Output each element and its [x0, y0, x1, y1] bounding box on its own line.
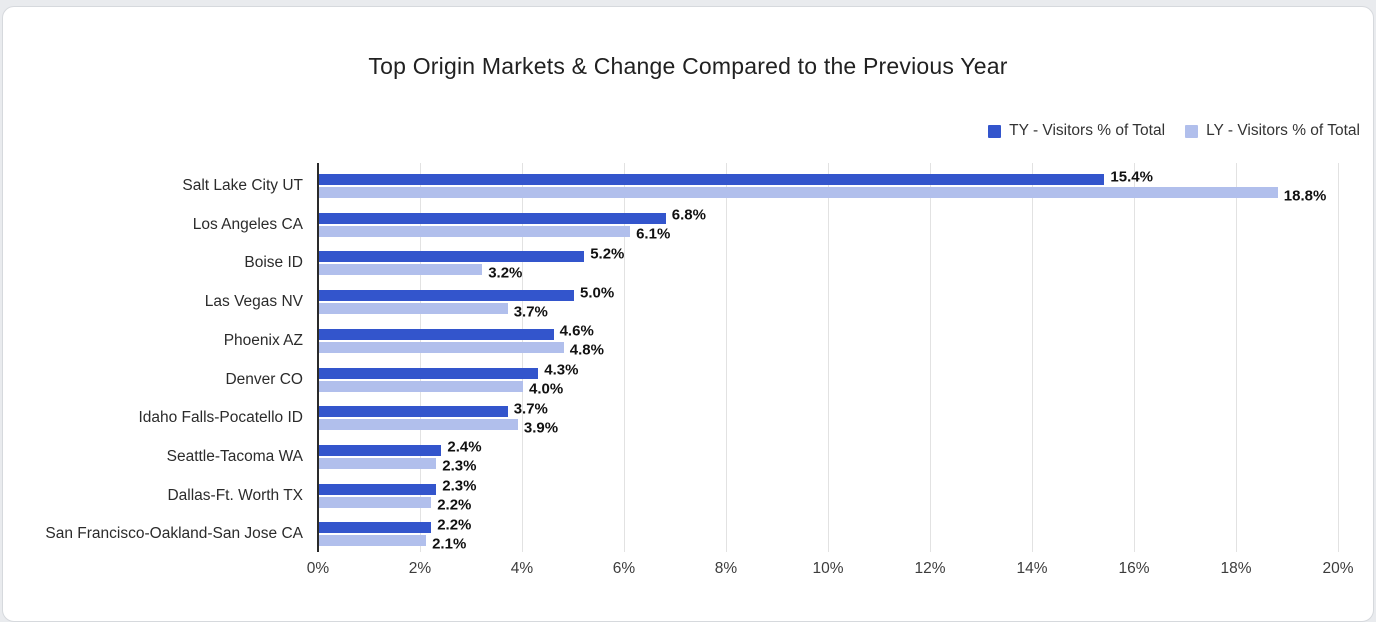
- legend-label: TY - Visitors % of Total: [1009, 122, 1166, 139]
- ty-bar-2[interactable]: [319, 212, 666, 224]
- gridline: [828, 163, 829, 552]
- category-label: Salt Lake City UT: [182, 177, 303, 194]
- value-label: 4.0%: [529, 380, 564, 398]
- category-label: Phoenix AZ: [223, 331, 303, 349]
- ty-bar-9[interactable]: [319, 483, 437, 495]
- x-axis-tick-label: 14%: [1016, 560, 1048, 577]
- x-axis-tick-label: 10%: [812, 560, 844, 577]
- ly-bar-5[interactable]: [319, 341, 564, 353]
- category-label: Boise ID: [244, 254, 303, 272]
- value-label: 2.3%: [442, 457, 477, 475]
- value-label: 6.1%: [636, 225, 671, 243]
- ly-bar-6[interactable]: [319, 380, 523, 392]
- ly-bar-10[interactable]: [319, 535, 427, 547]
- y-axis-line: [317, 163, 319, 552]
- chart-title: Top Origin Markets & Change Compared to …: [368, 53, 1008, 79]
- ly-bar-4[interactable]: [319, 303, 508, 315]
- gridline: [1338, 163, 1339, 552]
- value-label: 4.6%: [559, 322, 594, 340]
- x-axis-tick-label: 6%: [612, 560, 636, 577]
- x-axis-tick-label: 2%: [408, 560, 432, 577]
- value-label: 6.8%: [671, 206, 706, 224]
- ty-bar-7[interactable]: [319, 406, 508, 418]
- bar-chart-plot-area: 0% 2% 4% 6% 8% 10% 12% 14% 16% 18% 20% Salt Lake Ci…: [45, 163, 1354, 577]
- ty-bar-4[interactable]: [319, 290, 574, 302]
- gridline: [522, 163, 523, 552]
- x-axis-tick-label: 18%: [1220, 560, 1252, 577]
- category-label: Los Angeles CA: [192, 215, 303, 233]
- value-label: 5.2%: [590, 245, 625, 263]
- legend-item-ty[interactable]: TY - Visitors % of Total: [988, 122, 1165, 140]
- value-label: 4.3%: [544, 361, 579, 379]
- ly-bar-1[interactable]: [319, 187, 1278, 198]
- ly-bar-2[interactable]: [319, 225, 631, 237]
- category-label: Dallas-Ft. Worth TX: [167, 486, 303, 504]
- value-label: 4.8%: [569, 341, 604, 359]
- value-label: 3.7%: [513, 303, 548, 321]
- category-label: Idaho Falls-Pocatello ID: [138, 409, 303, 427]
- value-label: 5.0%: [580, 284, 615, 302]
- value-label: 2.3%: [442, 477, 477, 495]
- gridline: [1032, 163, 1033, 552]
- legend: TY - Visitors % of Total LY - Visitors % …: [988, 122, 1360, 140]
- x-axis-tick-label: 8%: [714, 560, 738, 577]
- value-label: 2.2%: [437, 496, 472, 514]
- gridline: [624, 163, 625, 552]
- category-label: Seattle-Tacoma WA: [166, 447, 303, 465]
- value-label: 18.8%: [1283, 187, 1327, 204]
- legend-label: LY - Visitors % of Total: [1206, 122, 1360, 139]
- gridline: [1236, 163, 1237, 552]
- gridline: [726, 163, 727, 552]
- gridline: [1134, 163, 1135, 552]
- ty-bar-5[interactable]: [319, 328, 554, 340]
- gridline: [930, 163, 931, 552]
- value-label: 3.2%: [488, 264, 523, 282]
- ty-bar-8[interactable]: [319, 444, 442, 456]
- x-axis-tick-label: 0%: [306, 560, 330, 577]
- x-axis-tick-label: 4%: [510, 560, 534, 577]
- ly-bar-9[interactable]: [319, 496, 432, 508]
- value-label: 2.4%: [447, 438, 482, 456]
- value-label: 3.7%: [513, 400, 548, 418]
- chart-card: Top Origin Markets & Change Compared to …: [2, 6, 1374, 622]
- x-axis-tick-label: 12%: [914, 560, 946, 577]
- legend-item-ly[interactable]: LY - Visitors % of Total: [1185, 122, 1360, 140]
- x-axis-tick-label: 20%: [1322, 560, 1354, 577]
- ty-bar-10[interactable]: [319, 522, 432, 534]
- ly-bar-7[interactable]: [319, 419, 518, 431]
- ty-bar-3[interactable]: [319, 251, 585, 263]
- ty-bar-1[interactable]: [319, 174, 1105, 185]
- category-label: Denver CO: [225, 370, 303, 388]
- value-label: 2.1%: [432, 535, 467, 553]
- legend-swatch-icon: [1185, 124, 1199, 138]
- x-axis-tick-label: 16%: [1118, 560, 1150, 577]
- value-label: 2.2%: [437, 516, 472, 534]
- legend-swatch-icon: [988, 124, 1002, 138]
- value-label: 15.4%: [1110, 168, 1153, 185]
- ty-bar-6[interactable]: [319, 367, 539, 379]
- gridline: [420, 163, 421, 552]
- ly-bar-8[interactable]: [319, 457, 437, 469]
- category-label: Las Vegas NV: [204, 293, 303, 311]
- value-label: 3.9%: [523, 419, 559, 437]
- category-label: San Francisco-Oakland-San Jose CA: [45, 525, 303, 543]
- ly-bar-3[interactable]: [319, 264, 483, 276]
